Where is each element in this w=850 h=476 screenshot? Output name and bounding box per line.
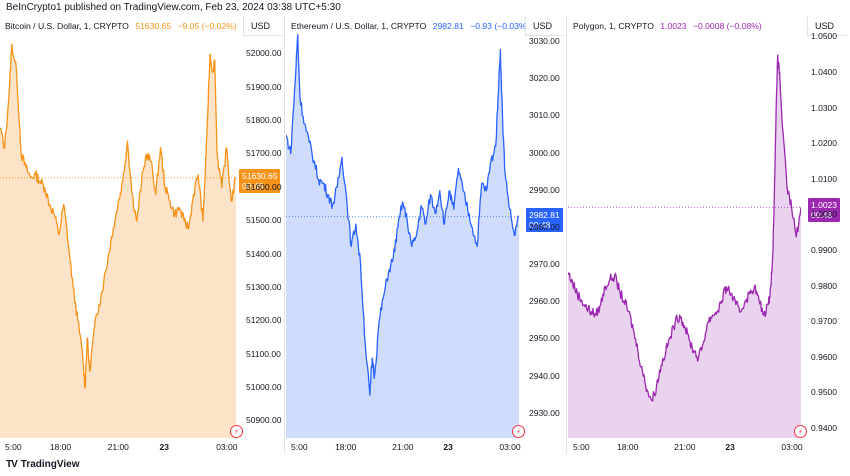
- polygon-legend: Polygon, 1, CRYPTO 1.0023 −0.0008 (−0.08…: [573, 21, 762, 31]
- chart-panel-bitcoin[interactable]: Bitcoin / U.S. Dollar, 1, CRYPTO 51630.6…: [0, 16, 283, 454]
- bitcoin-last-value: 51630.65: [135, 21, 172, 31]
- chart-panel-ethereum[interactable]: Ethereum / U.S. Dollar, 1, CRYPTO 2982.8…: [286, 16, 565, 454]
- x-tick-label: 03:00: [499, 442, 521, 452]
- x-tick-label: 18:00: [49, 442, 72, 452]
- bitcoin-legend: Bitcoin / U.S. Dollar, 1, CRYPTO 51630.6…: [5, 21, 237, 31]
- y-tick-label: 51600.00: [246, 181, 282, 192]
- y-tick-label: 3010.00: [529, 110, 560, 121]
- x-tick-label: 5:00: [573, 442, 590, 452]
- ethereum-symbol: Ethereum / U.S. Dollar, 1, CRYPTO: [291, 21, 427, 31]
- ethereum-countdown: 00:48: [529, 219, 551, 230]
- tradingview-logo-icon: TV: [6, 459, 18, 470]
- series-area: [568, 55, 801, 438]
- tradingview-footer[interactable]: TV TradingView: [6, 459, 80, 470]
- bitcoin-lightning-icon[interactable]: ⚡: [230, 425, 243, 438]
- y-tick-label: 51500.00: [246, 215, 282, 226]
- panel-divider: [566, 16, 567, 454]
- x-tick-label: 21:00: [392, 442, 414, 452]
- tradingview-brand: TradingView: [20, 459, 80, 470]
- x-tick-label: 18:00: [335, 442, 357, 452]
- x-tick-label: 23: [159, 442, 170, 452]
- polygon-price-tag-value: 1.0023: [811, 200, 837, 211]
- series-line: [0, 43, 236, 389]
- bitcoin-price-tag: 51630.65 00:48: [239, 168, 281, 193]
- y-tick-label: 1.0300: [811, 102, 837, 113]
- y-tick-label: 51300.00: [246, 281, 282, 292]
- y-tick-label: 1.0000: [811, 209, 837, 220]
- y-tick-label: 1.0400: [811, 66, 837, 77]
- publisher-line: BeInCrypto1 published on TradingView.com…: [6, 2, 341, 13]
- y-tick-label: 0.9400: [811, 423, 837, 434]
- x-tick-label: 03:00: [216, 442, 238, 452]
- x-tick-label: 03:00: [781, 442, 803, 452]
- bitcoin-countdown: 00:48: [242, 180, 264, 191]
- series-line: [286, 33, 519, 396]
- x-tick-label: 5:00: [291, 442, 308, 452]
- polygon-lightning-icon[interactable]: ⚡: [794, 425, 807, 438]
- y-tick-label: 1.0100: [811, 173, 837, 184]
- y-tick-label: 51400.00: [246, 248, 282, 259]
- ethereum-legend: Ethereum / U.S. Dollar, 1, CRYPTO 2982.8…: [291, 21, 529, 31]
- series-area: [0, 44, 236, 438]
- y-tick-label: 51700.00: [246, 148, 282, 159]
- ethereum-price-tag-value: 2982.81: [529, 209, 560, 220]
- y-tick-label: 0.9500: [811, 387, 837, 398]
- y-tick-label: 0.9700: [811, 316, 837, 327]
- polygon-price-tag: 1.0023 00:48: [808, 198, 840, 223]
- panel-divider: [284, 16, 285, 454]
- y-tick-label: 2950.00: [529, 333, 560, 344]
- polygon-currency-button[interactable]: USD: [807, 16, 847, 36]
- x-tick-label: 23: [443, 442, 453, 452]
- y-tick-label: 51200.00: [246, 315, 282, 326]
- y-tick-label: 3020.00: [529, 73, 560, 84]
- y-tick-label: 0.9900: [811, 245, 837, 256]
- x-tick-label: 5:00: [5, 442, 22, 452]
- x-tick-label: 18:00: [617, 442, 639, 452]
- y-tick-label: 52000.00: [246, 48, 282, 59]
- x-tick-label: 23: [725, 442, 735, 452]
- y-tick-label: 2930.00: [529, 407, 560, 418]
- y-tick-label: 3030.00: [529, 36, 560, 47]
- y-tick-label: 2960.00: [529, 296, 560, 307]
- y-tick-label: 1.0500: [811, 31, 837, 42]
- ethereum-lightning-icon[interactable]: ⚡: [512, 425, 525, 438]
- ethereum-last-value: 2982.81: [432, 21, 464, 31]
- y-tick-label: 0.9600: [811, 351, 837, 362]
- series-line: [568, 54, 801, 402]
- bitcoin-currency-button[interactable]: USD: [243, 16, 283, 36]
- x-tick-label: 21:00: [674, 442, 696, 452]
- chart-panel-polygon[interactable]: Polygon, 1, CRYPTO 1.0023 −0.0008 (−0.08…: [568, 16, 850, 454]
- y-tick-label: 51900.00: [246, 81, 282, 92]
- bitcoin-change: −9.05 (−0.02%): [177, 21, 237, 31]
- x-tick-label: 21:00: [107, 442, 129, 452]
- y-tick-label: 51000.00: [246, 381, 282, 392]
- polygon-currency-label: USD: [815, 20, 835, 31]
- polygon-last-value: 1.0023: [660, 21, 687, 31]
- ethereum-currency-label: USD: [533, 20, 553, 31]
- ethereum-plot[interactable]: [286, 16, 519, 438]
- y-tick-label: 2990.00: [529, 184, 560, 195]
- polygon-plot[interactable]: [568, 16, 801, 438]
- ethereum-price-tag: 2982.81 00:48: [526, 207, 563, 232]
- y-tick-label: 2980.00: [529, 221, 560, 232]
- y-tick-label: 0.9800: [811, 280, 837, 291]
- y-tick-label: 1.0200: [811, 138, 837, 149]
- ethereum-currency-button[interactable]: USD: [525, 16, 565, 36]
- y-tick-label: 2940.00: [529, 370, 560, 381]
- y-tick-label: 2970.00: [529, 259, 560, 270]
- polygon-symbol: Polygon, 1, CRYPTO: [573, 21, 654, 31]
- y-tick-label: 3000.00: [529, 147, 560, 158]
- polygon-countdown: 00:48: [811, 210, 833, 221]
- y-tick-label: 50900.00: [246, 415, 282, 426]
- series-area: [286, 34, 519, 438]
- polygon-change: −0.0008 (−0.08%): [692, 21, 762, 31]
- ethereum-change: −0.93 (−0.03%): [470, 21, 530, 31]
- bitcoin-currency-label: USD: [251, 20, 271, 31]
- bitcoin-plot[interactable]: [0, 16, 236, 438]
- y-tick-label: 51800.00: [246, 115, 282, 126]
- y-tick-label: 51100.00: [246, 348, 281, 359]
- bitcoin-price-tag-value: 51630.65: [242, 170, 278, 181]
- bitcoin-symbol: Bitcoin / U.S. Dollar, 1, CRYPTO: [5, 21, 129, 31]
